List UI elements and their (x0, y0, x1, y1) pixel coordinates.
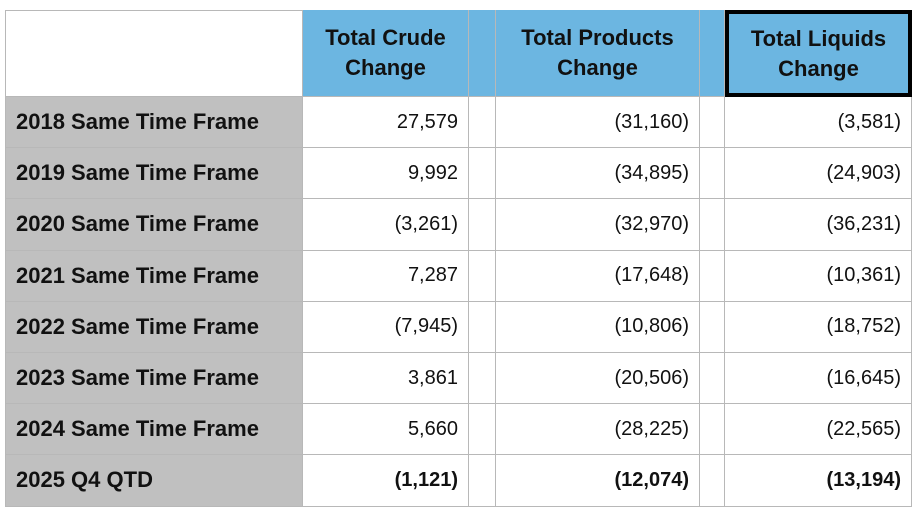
value-cell: (16,645) (725, 353, 912, 405)
header-cell: Total Products Change (496, 10, 700, 97)
value-cell: 9,992 (303, 148, 469, 200)
value-cell: (10,361) (725, 250, 912, 302)
value-cell: 3,861 (303, 353, 469, 405)
value-cell: (12,074) (496, 455, 700, 507)
corner-cell (5, 10, 303, 97)
spacer-cell (469, 301, 496, 353)
row-label: 2024 Same Time Frame (5, 404, 303, 456)
row-label: 2022 Same Time Frame (5, 301, 303, 353)
spacer-cell (700, 148, 725, 200)
value-cell: (36,231) (725, 199, 912, 251)
row-label: 2018 Same Time Frame (5, 97, 303, 149)
value-cell: (3,261) (303, 199, 469, 251)
value-cell: 5,660 (303, 404, 469, 456)
spacer-cell (469, 250, 496, 302)
spacer-cell (700, 250, 725, 302)
row-label: 2021 Same Time Frame (5, 250, 303, 302)
spacer-cell (469, 455, 496, 507)
spacer-cell (469, 353, 496, 405)
value-cell: (17,648) (496, 250, 700, 302)
value-cell: (3,581) (725, 97, 912, 149)
value-cell: (18,752) (725, 301, 912, 353)
row-label: 2019 Same Time Frame (5, 148, 303, 200)
value-cell: (22,565) (725, 404, 912, 456)
spacer-cell (469, 404, 496, 456)
value-cell: (34,895) (496, 148, 700, 200)
value-cell: (32,970) (496, 199, 700, 251)
header-cell-highlighted: Total Liquids Change (725, 10, 912, 97)
value-cell: (28,225) (496, 404, 700, 456)
row-label: 2020 Same Time Frame (5, 199, 303, 251)
spacer-cell (469, 97, 496, 149)
spacer-cell (700, 199, 725, 251)
value-cell: (20,506) (496, 353, 700, 405)
header-spacer (469, 10, 496, 97)
spacer-cell (700, 97, 725, 149)
spacer-cell (469, 148, 496, 200)
row-label: 2025 Q4 QTD (5, 455, 303, 507)
spacer-cell (700, 301, 725, 353)
value-cell: (10,806) (496, 301, 700, 353)
spacer-cell (700, 455, 725, 507)
value-cell: (31,160) (496, 97, 700, 149)
value-cell: (7,945) (303, 301, 469, 353)
value-cell: (24,903) (725, 148, 912, 200)
spacer-cell (700, 404, 725, 456)
value-cell: 7,287 (303, 250, 469, 302)
spacer-cell (469, 199, 496, 251)
row-label: 2023 Same Time Frame (5, 353, 303, 405)
value-cell: (1,121) (303, 455, 469, 507)
value-cell: (13,194) (725, 455, 912, 507)
spacer-cell (700, 353, 725, 405)
header-cell: Total Crude Change (303, 10, 469, 97)
header-spacer (700, 10, 725, 97)
value-cell: 27,579 (303, 97, 469, 149)
